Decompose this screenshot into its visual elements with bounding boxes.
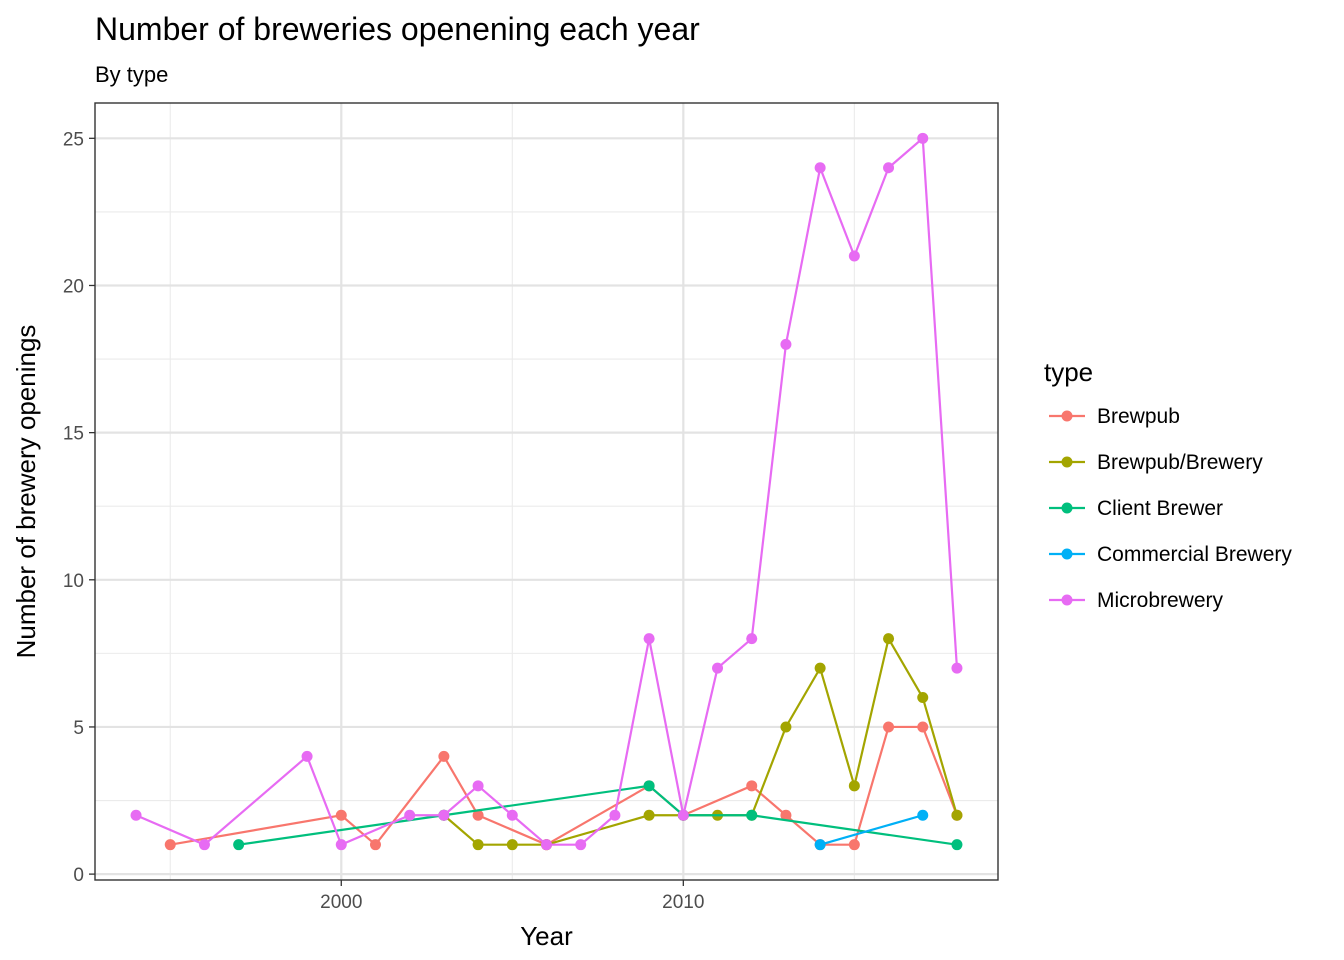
chart-title: Number of breweries openening each year (95, 11, 700, 47)
data-point-brewpub-brewery (917, 692, 929, 704)
legend-key-microbrewery (1049, 594, 1085, 606)
data-point-microbrewery (198, 839, 210, 851)
data-point-microbrewery (130, 809, 142, 821)
data-point-client-brewer (643, 780, 655, 792)
data-point-brewpub (369, 839, 381, 851)
legend-key-commercial-brewery (1049, 548, 1085, 560)
data-point-commercial-brewery (917, 809, 929, 821)
legend-label-brewpub-brewery: Brewpub/Brewery (1097, 451, 1263, 474)
data-point-microbrewery (404, 809, 416, 821)
y-tick-label: 20 (63, 276, 84, 297)
y-tick-label: 25 (63, 129, 84, 150)
data-point-microbrewery (301, 750, 313, 762)
series-layer (130, 132, 963, 851)
x-tick-label: 2010 (662, 892, 704, 913)
data-point-microbrewery (951, 662, 963, 674)
data-point-microbrewery (814, 162, 826, 174)
series-commercial-brewery (814, 809, 929, 851)
grid-lines (95, 103, 998, 880)
data-point-client-brewer (746, 809, 758, 821)
data-point-brewpub-brewery (506, 839, 518, 851)
x-axis-title: Year (520, 921, 573, 951)
data-point-brewpub-brewery (643, 809, 655, 821)
data-point-microbrewery (575, 839, 587, 851)
data-point-brewpub (472, 809, 484, 821)
data-point-brewpub (746, 780, 758, 792)
data-point-brewpub-brewery (814, 662, 826, 674)
legend-label-commercial-brewery: Commercial Brewery (1097, 543, 1292, 566)
data-point-microbrewery (883, 162, 895, 174)
y-tick-label: 15 (63, 424, 84, 445)
data-point-brewpub (917, 721, 929, 733)
data-point-brewpub (438, 750, 450, 762)
legend-label-client-brewer: Client Brewer (1097, 497, 1223, 520)
data-point-microbrewery (917, 132, 929, 144)
axis-ticks: 2000 2010 0 5 10 15 20 25 (63, 129, 705, 913)
data-point-brewpub (164, 839, 176, 851)
series-microbrewery (130, 132, 963, 851)
data-point-microbrewery (643, 633, 655, 645)
data-point-microbrewery (609, 809, 621, 821)
legend-key-brewpub-brewery (1049, 456, 1085, 468)
chart-subtitle: By type (95, 62, 168, 87)
data-point-brewpub-brewery (472, 839, 484, 851)
series-line-commercial-brewery (819, 814, 924, 846)
y-tick-label: 0 (73, 865, 84, 886)
legend-key-client-brewer (1049, 502, 1085, 514)
data-point-microbrewery (472, 780, 484, 792)
data-point-brewpub (780, 809, 792, 821)
data-point-microbrewery (780, 338, 792, 350)
data-point-microbrewery (677, 809, 689, 821)
data-point-brewpub (335, 809, 347, 821)
data-point-brewpub-brewery (883, 633, 895, 645)
data-point-microbrewery (335, 839, 347, 851)
legend-label-brewpub: Brewpub (1097, 405, 1180, 428)
data-point-microbrewery (848, 250, 860, 262)
y-tick-label: 10 (63, 571, 84, 592)
data-point-commercial-brewery (814, 839, 826, 851)
data-point-brewpub-brewery (848, 780, 860, 792)
legend-label-microbrewery: Microbrewery (1097, 589, 1224, 612)
y-tick-label: 5 (73, 718, 84, 739)
data-point-client-brewer (233, 839, 245, 851)
data-point-microbrewery (438, 809, 450, 821)
y-axis-title: Number of brewery openings (11, 325, 41, 659)
data-point-brewpub (883, 721, 895, 733)
legend: type Brewpub Brewpub/Brewery Client Brewer… (1044, 357, 1292, 612)
panel-border (94, 102, 999, 881)
data-point-microbrewery (541, 839, 552, 851)
data-point-brewpub-brewery (951, 809, 963, 821)
data-point-microbrewery (506, 809, 518, 821)
x-tick-label: 2000 (320, 892, 362, 913)
data-point-brewpub (848, 839, 860, 851)
data-point-client-brewer (951, 839, 963, 851)
data-point-microbrewery (712, 662, 724, 674)
legend-title: type (1044, 357, 1093, 387)
data-point-microbrewery (746, 633, 758, 645)
legend-key-brewpub (1049, 410, 1085, 422)
data-point-brewpub-brewery (780, 721, 792, 733)
plot-panel (95, 103, 998, 880)
